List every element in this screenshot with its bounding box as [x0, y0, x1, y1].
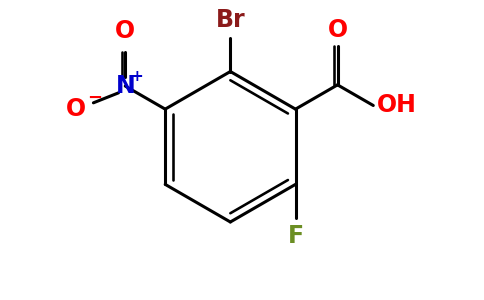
Text: +: + — [130, 69, 143, 84]
Text: O: O — [328, 18, 348, 42]
Text: O: O — [65, 97, 86, 121]
Text: O: O — [115, 20, 136, 44]
Text: F: F — [287, 224, 303, 248]
Text: −: − — [87, 89, 102, 107]
Text: Br: Br — [215, 8, 245, 32]
Text: OH: OH — [377, 94, 417, 118]
Text: N: N — [115, 74, 135, 98]
